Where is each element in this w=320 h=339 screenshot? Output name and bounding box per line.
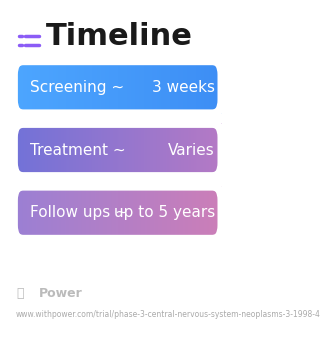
Text: Power: Power [39,287,83,300]
Text: Screening ~: Screening ~ [30,80,124,95]
Text: up to 5 years: up to 5 years [114,205,215,220]
Text: www.withpower.com/trial/phase-3-central-nervous-system-neoplasms-3-1998-4fab9: www.withpower.com/trial/phase-3-central-… [16,310,320,319]
Text: Follow ups ~: Follow ups ~ [30,205,128,220]
Text: 3 weeks: 3 weeks [152,80,215,95]
Text: Treatment ~: Treatment ~ [30,142,125,158]
Text: Timeline: Timeline [46,22,193,51]
Text: Varies: Varies [168,142,215,158]
Text: ⛶: ⛶ [16,287,23,300]
